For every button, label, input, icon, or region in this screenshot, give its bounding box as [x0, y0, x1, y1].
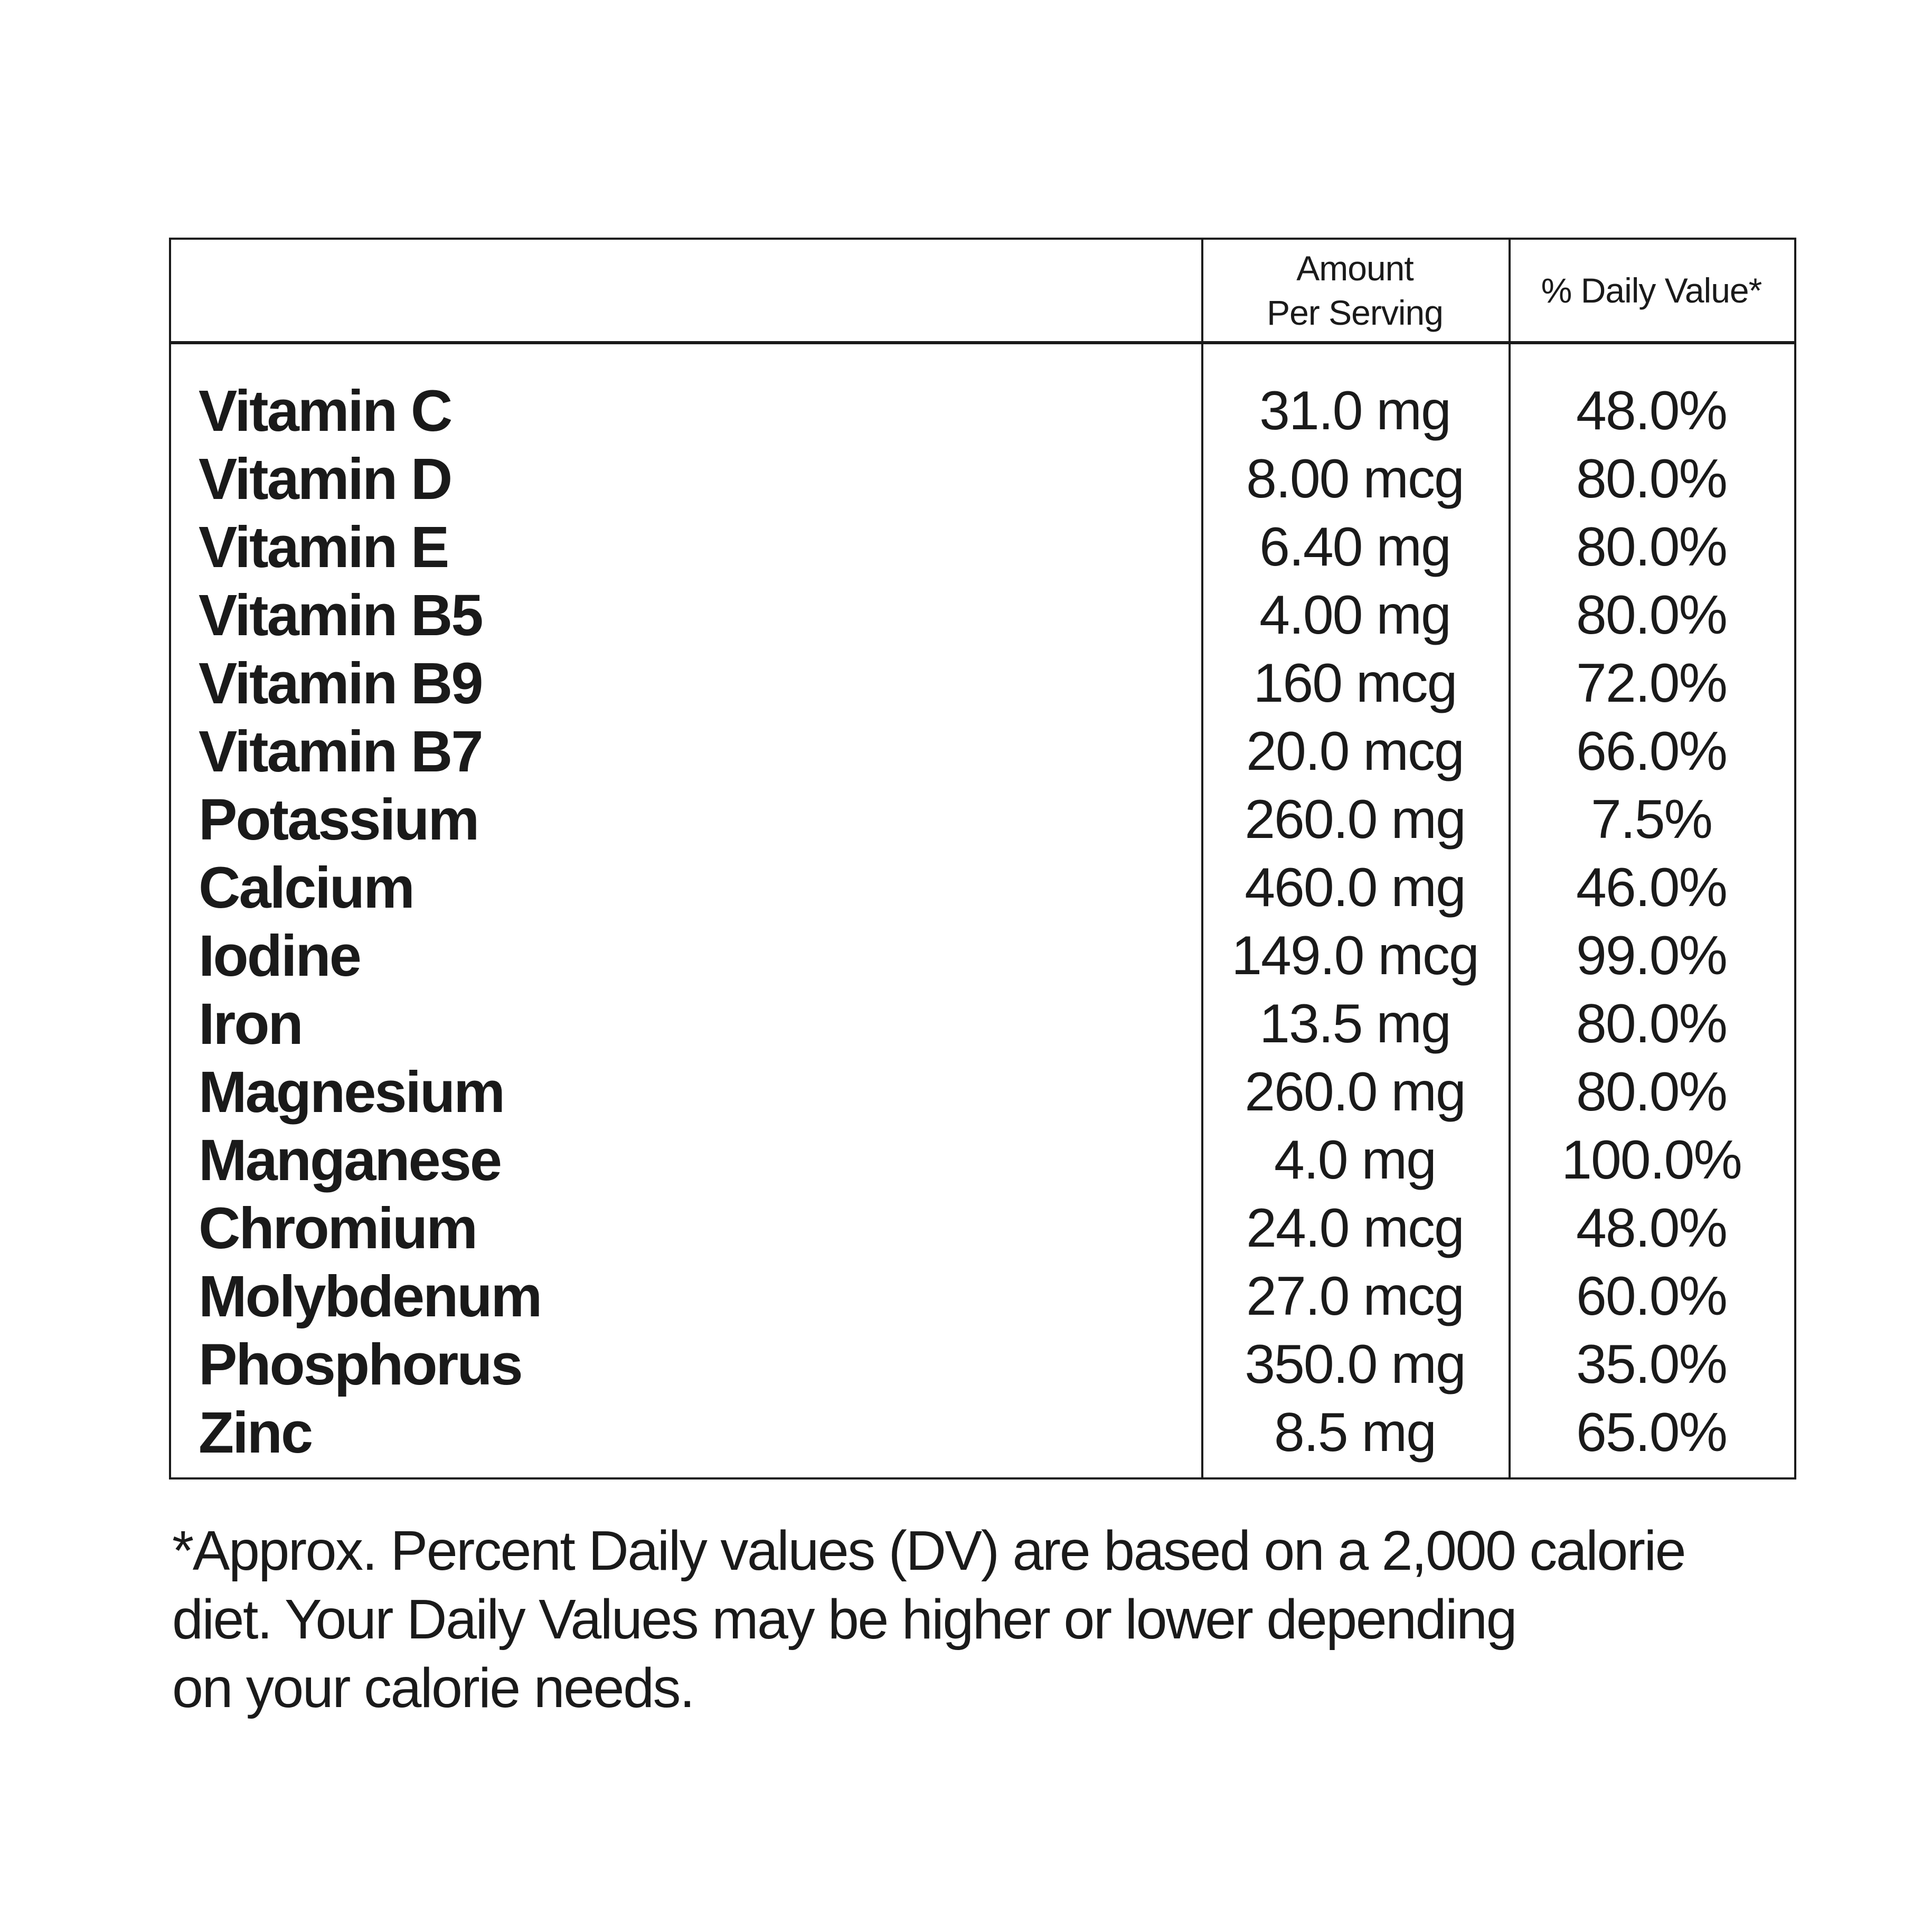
- nutrient-dv: 80.0%: [1576, 1061, 1728, 1123]
- nutrient-amount: 8.00 mcg: [1246, 448, 1465, 510]
- table-row: Vitamin C 31.0 mg 48.0%: [171, 377, 1794, 445]
- nutrient-dv: 7.5%: [1590, 789, 1713, 850]
- table-row: Magnesium 260.0 mg 80.0%: [171, 1058, 1794, 1126]
- header-nutrient-cell: [171, 240, 1201, 341]
- footnote: *Approx. Percent Daily values (DV) are b…: [172, 1516, 1686, 1722]
- nutrient-dv: 80.0%: [1576, 585, 1728, 646]
- footnote-line: on your calorie needs.: [172, 1657, 695, 1719]
- nutrient-dv: 99.0%: [1576, 925, 1728, 986]
- nutrient-name: Iodine: [199, 923, 362, 988]
- table-row: Potassium 260.0 mg 7.5%: [171, 786, 1794, 854]
- table-row: Manganese 4.0 mg 100.0%: [171, 1126, 1794, 1194]
- nutrient-dv: 46.0%: [1576, 857, 1728, 918]
- nutrient-name: Iron: [199, 992, 304, 1057]
- nutrient-dv: 100.0%: [1561, 1129, 1742, 1191]
- table-row: Phosphorus 350.0 mg 35.0%: [171, 1331, 1794, 1399]
- nutrient-dv: 66.0%: [1576, 721, 1728, 782]
- table-row: Vitamin D 8.00 mcg 80.0%: [171, 445, 1794, 513]
- footnote-line: diet. Your Daily Values may be higher or…: [172, 1588, 1518, 1651]
- nutrient-amount: 460.0 mg: [1245, 857, 1466, 918]
- nutrient-dv: 80.0%: [1576, 993, 1728, 1054]
- nutrient-amount: 27.0 mcg: [1246, 1266, 1465, 1327]
- table-row: Vitamin B7 20.0 mcg 66.0%: [171, 718, 1794, 786]
- table-row: Vitamin E 6.40 mg 80.0%: [171, 513, 1794, 581]
- nutrient-name: Vitamin C: [199, 379, 453, 444]
- nutrient-rows: Vitamin C 31.0 mg 48.0% Vitamin D 8.00 m…: [171, 344, 1794, 1477]
- nutrient-name: Vitamin B7: [199, 719, 484, 784]
- table-header-row: Amount Per Serving % Daily Value*: [171, 240, 1794, 341]
- nutrient-name: Vitamin D: [199, 447, 453, 512]
- nutrient-amount: 350.0 mg: [1245, 1334, 1466, 1395]
- nutrient-amount: 8.5 mg: [1274, 1402, 1437, 1463]
- nutrient-name: Manganese: [199, 1128, 502, 1193]
- nutrient-name: Zinc: [199, 1400, 313, 1465]
- nutrient-dv: 48.0%: [1576, 1198, 1728, 1259]
- nutrient-name: Potassium: [199, 787, 479, 852]
- nutrient-dv: 60.0%: [1576, 1266, 1728, 1327]
- header-amount-line2: Per Serving: [1267, 293, 1444, 332]
- footnote-line: *Approx. Percent Daily values (DV) are b…: [172, 1520, 1686, 1582]
- nutrient-name: Magnesium: [199, 1060, 505, 1125]
- nutrient-name: Phosphorus: [199, 1332, 523, 1397]
- header-daily-value-cell: % Daily Value*: [1509, 240, 1794, 341]
- nutrient-amount: 4.00 mg: [1259, 585, 1452, 646]
- column-separator-daily-value: [1509, 240, 1511, 1477]
- table-row: Iron 13.5 mg 80.0%: [171, 990, 1794, 1058]
- nutrient-dv: 72.0%: [1576, 653, 1728, 714]
- nutrient-name: Vitamin E: [199, 515, 449, 580]
- nutrition-facts-table: Amount Per Serving % Daily Value* Vitami…: [169, 238, 1796, 1479]
- nutrient-amount: 24.0 mcg: [1246, 1198, 1465, 1259]
- table-row: Calcium 460.0 mg 46.0%: [171, 854, 1794, 922]
- nutrient-name: Calcium: [199, 855, 415, 920]
- nutrient-name: Vitamin B5: [199, 583, 484, 648]
- nutrient-dv: 80.0%: [1576, 516, 1728, 578]
- nutrient-amount: 260.0 mg: [1245, 1061, 1466, 1123]
- nutrient-name: Chromium: [199, 1196, 478, 1261]
- table-row: Zinc 8.5 mg 65.0%: [171, 1399, 1794, 1467]
- header-amount-cell: Amount Per Serving: [1201, 240, 1509, 341]
- nutrient-amount: 160 mcg: [1253, 653, 1458, 714]
- nutrient-dv: 80.0%: [1576, 448, 1728, 510]
- column-separator-amount: [1201, 240, 1203, 1477]
- nutrient-amount: 4.0 mg: [1274, 1129, 1437, 1191]
- nutrient-amount: 31.0 mg: [1259, 380, 1452, 441]
- nutrient-amount: 149.0 mcg: [1231, 925, 1479, 986]
- nutrient-dv: 48.0%: [1576, 380, 1728, 441]
- nutrient-name: Molybdenum: [199, 1264, 542, 1329]
- table-row: Iodine 149.0 mcg 99.0%: [171, 922, 1794, 990]
- nutrient-amount: 20.0 mcg: [1246, 721, 1465, 782]
- table-row: Molybdenum 27.0 mcg 60.0%: [171, 1262, 1794, 1331]
- nutrient-amount: 260.0 mg: [1245, 789, 1466, 850]
- header-separator-line: [171, 341, 1794, 344]
- table-row: Vitamin B9 160 mcg 72.0%: [171, 649, 1794, 718]
- table-row: Chromium 24.0 mcg 48.0%: [171, 1194, 1794, 1262]
- header-amount-line1: Amount: [1296, 249, 1413, 288]
- table-row: Vitamin B5 4.00 mg 80.0%: [171, 581, 1794, 649]
- nutrient-name: Vitamin B9: [199, 651, 484, 716]
- nutrient-dv: 35.0%: [1576, 1334, 1728, 1395]
- nutrient-dv: 65.0%: [1576, 1402, 1728, 1463]
- nutrient-amount: 6.40 mg: [1259, 516, 1452, 578]
- header-daily-value-label: % Daily Value*: [1541, 271, 1763, 310]
- nutrient-amount: 13.5 mg: [1259, 993, 1452, 1054]
